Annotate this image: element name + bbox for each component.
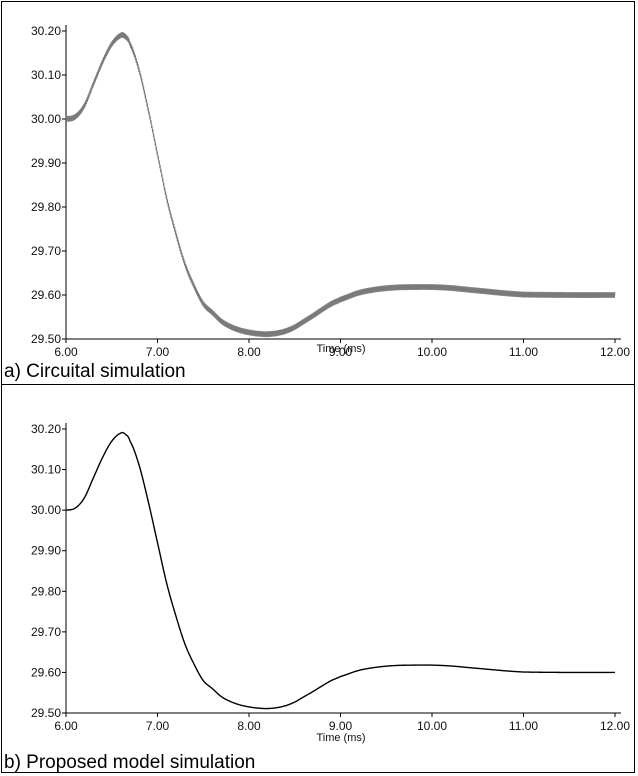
y-tick-label: 29.60 [31,665,61,679]
x-tick-label: 12.00 [600,345,630,359]
x-tick-label: 11.00 [509,345,538,359]
x-tick-label: 6.00 [54,719,78,733]
y-tick-label: 29.70 [31,244,61,258]
y-tick-label: 29.90 [31,544,61,558]
caption-a: a) Circuital simulation [4,361,186,382]
x-axis-label-a: Time (ms) [316,343,365,355]
y-tick-label: 29.80 [31,584,61,598]
y-tick-label: 29.90 [31,156,61,170]
x-tick-label: 9.00 [329,345,353,359]
x-tick-label: 10.00 [417,345,447,359]
y-tick-label: 29.80 [31,200,61,214]
y-tick-label: 30.20 [31,422,61,436]
y-tick-label: 30.20 [31,24,61,38]
x-tick-label: 7.00 [146,345,170,359]
series-line [65,31,616,338]
x-tick-label: 6.00 [54,345,78,359]
panel-separator [1,384,635,385]
x-tick-label: 11.00 [509,719,538,733]
x-tick-label: 8.00 [237,345,261,359]
y-tick-label: 30.00 [31,112,61,126]
x-tick-label: 7.00 [146,719,170,733]
x-tick-label: 12.00 [600,719,630,733]
y-tick-label: 30.00 [31,503,61,517]
x-axis-label-b: Time (ms) [316,732,365,744]
caption-b: b) Proposed model simulation [4,752,255,773]
y-tick-label: 29.70 [31,625,61,639]
y-tick-label: 29.60 [31,288,61,302]
y-tick-label: 29.50 [31,706,61,720]
y-tick-label: 30.10 [31,68,61,82]
y-tick-label: 30.10 [31,463,61,477]
x-tick-label: 8.00 [237,719,261,733]
x-tick-label: 9.00 [329,719,353,733]
x-tick-label: 10.00 [417,719,447,733]
y-tick-label: 29.50 [31,332,61,346]
series-line [65,431,616,710]
